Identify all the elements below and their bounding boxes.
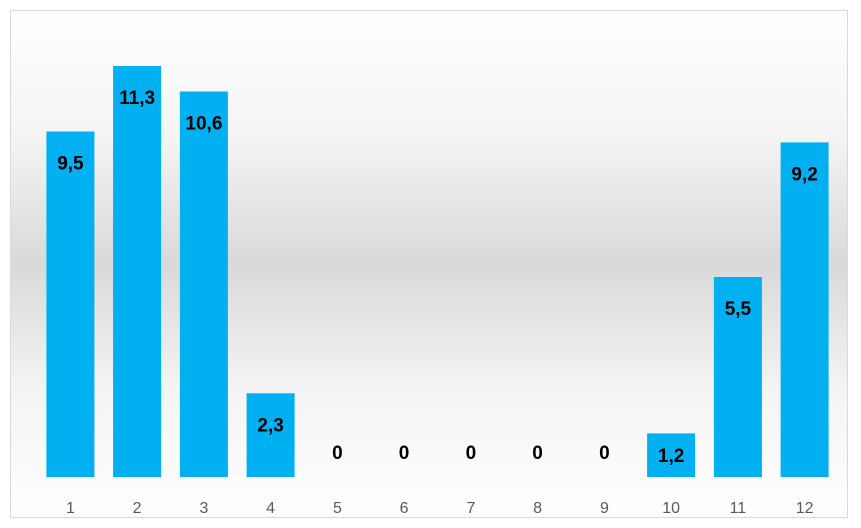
bar-group-6: 06 [399, 443, 410, 517]
bar-2 [113, 66, 162, 477]
bar-group-8: 08 [532, 443, 543, 517]
data-label-10: 1,2 [658, 446, 684, 467]
bar-group-4: 2,34 [246, 393, 295, 517]
x-tick-label-11: 11 [730, 500, 747, 517]
bar-group-12: 9,2 12 [780, 142, 829, 517]
x-tick-label-10: 10 [662, 500, 680, 517]
x-tick-label-7: 7 [466, 500, 475, 517]
bar-3 [179, 91, 228, 477]
x-tick-label-5: 5 [333, 500, 342, 517]
data-label-3: 10,6 [185, 114, 222, 135]
bar-group-11: 5,5 11 [713, 277, 762, 517]
data-label-12: 9,2 [791, 164, 817, 185]
x-tick-label-4: 4 [266, 500, 275, 517]
x-tick-label-2: 2 [133, 500, 142, 517]
data-label-9: 0 [599, 443, 610, 464]
data-label-2: 11,3 [119, 88, 155, 109]
bar-11 [713, 277, 762, 477]
bar-group-7: 07 [466, 443, 477, 517]
x-tick-label-1: 1 [66, 500, 75, 517]
bar-group-2: 11,32 [113, 66, 162, 517]
bar-group-3: 10,63 [179, 91, 228, 517]
data-label-1: 9,5 [57, 154, 84, 175]
bar-group-9: 09 [599, 443, 610, 517]
data-label-8: 0 [532, 443, 543, 464]
bar-group-5: 05 [332, 443, 343, 517]
bar-4 [246, 393, 295, 477]
data-label-6: 0 [399, 443, 410, 464]
bar-group-1: 9,51 [46, 131, 95, 517]
x-tick-label-6: 6 [400, 500, 409, 517]
x-tick-label-9: 9 [600, 500, 609, 517]
data-label-4: 2,3 [257, 415, 283, 436]
data-label-5: 0 [332, 443, 343, 464]
x-tick-label-3: 3 [199, 500, 208, 517]
x-tick-label-12: 12 [796, 500, 814, 517]
x-tick-label-8: 8 [533, 500, 542, 517]
data-label-7: 0 [466, 443, 477, 464]
bar-10 [647, 433, 696, 477]
bar-12 [780, 142, 829, 477]
bar-1 [46, 131, 95, 477]
data-label-11: 5,5 [725, 299, 752, 320]
bar-group-10: 1,2 10 [647, 433, 696, 517]
